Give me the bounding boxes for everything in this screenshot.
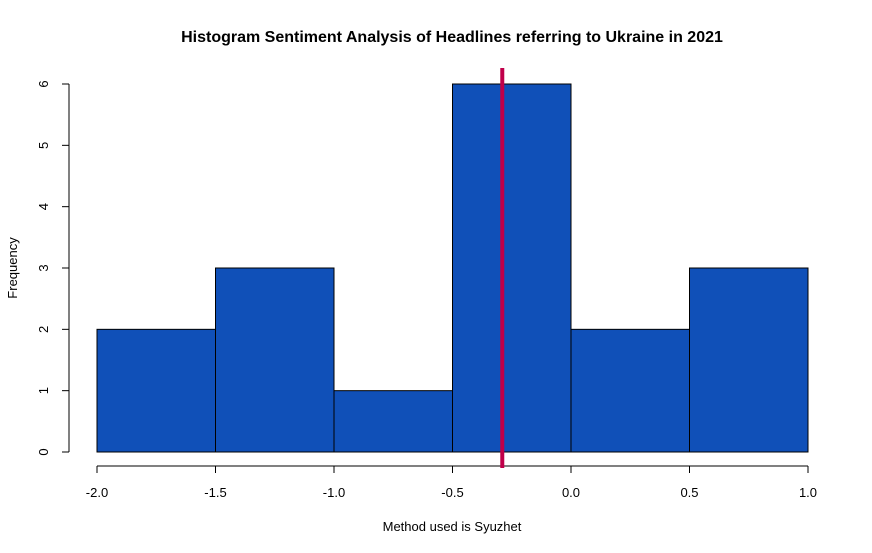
x-axis: -2.0 -1.5 -1.0 -0.5 0.0 0.5 1.0 [86,465,817,500]
histogram-bar-4 [570,328,690,453]
y-tick-label: 5 [36,142,51,149]
x-tick-label: 1.0 [799,485,817,500]
y-axis-label: Frequency [5,237,20,299]
chart-title: Histogram Sentiment Analysis of Headline… [181,29,723,46]
x-tick-label: 0.5 [680,485,698,500]
x-axis-label: Method used is Syuzhet [383,519,522,534]
bars-group [96,83,809,453]
histogram-bar-2 [333,390,453,453]
histogram-bar-0 [96,328,216,453]
x-tick-label: -1.5 [204,485,226,500]
histogram-bar-3 [452,83,572,453]
y-tick-label: 2 [36,326,51,333]
x-tick-label: -2.0 [86,485,108,500]
x-tick-label: 0.0 [562,485,580,500]
y-tick-label: 3 [36,264,51,271]
histogram-bar-5 [689,267,809,453]
y-tick-label: 4 [36,203,51,210]
y-tick-label: 6 [36,80,51,87]
histogram-bar-1 [215,267,335,453]
y-tick-label: 0 [36,448,51,455]
x-tick-label: -1.0 [323,485,345,500]
x-tick-label: -0.5 [441,485,463,500]
y-axis: 0 1 2 3 4 5 6 [36,80,70,456]
y-tick-label: 1 [36,387,51,394]
